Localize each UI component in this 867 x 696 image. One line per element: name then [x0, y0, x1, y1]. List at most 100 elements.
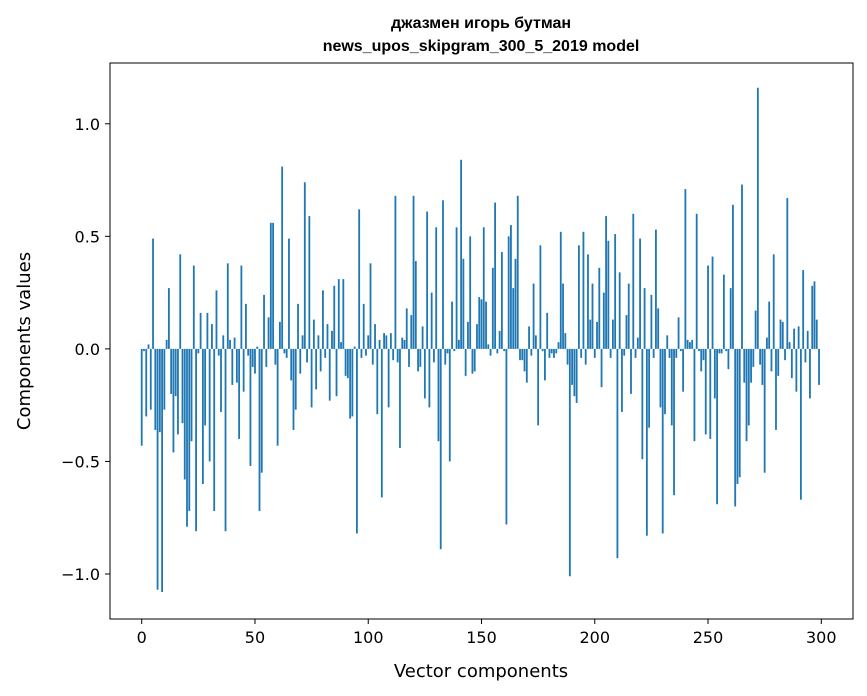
bar-17 [179, 254, 182, 349]
bar-11 [165, 339, 168, 349]
bar-23 [192, 265, 195, 349]
bar-109 [387, 348, 390, 408]
bar-123 [419, 348, 422, 367]
bar-206 [607, 240, 610, 349]
bar-97 [360, 348, 363, 358]
bar-56 [267, 317, 270, 349]
y-tick-label-4: 1.0 [75, 115, 100, 134]
y-tick-label-0: −1.0 [61, 565, 100, 584]
bar-116 [403, 339, 406, 349]
bar-50 [254, 348, 256, 374]
bar-71 [301, 335, 304, 349]
bar-146 [471, 348, 474, 374]
bar-47 [247, 348, 250, 356]
bar-261 [732, 204, 734, 349]
bar-297 [813, 281, 816, 349]
bar-45 [242, 348, 245, 392]
bar-88 [340, 342, 342, 349]
bar-292 [802, 270, 805, 349]
bar-31 [211, 324, 213, 349]
bar-36 [222, 335, 225, 349]
bar-57 [269, 222, 272, 349]
bar-155 [491, 267, 494, 349]
bar-111 [392, 348, 395, 361]
bar-290 [797, 326, 800, 349]
bar-215 [627, 283, 630, 349]
bar-224 [648, 348, 651, 428]
bar-141 [460, 159, 463, 349]
bar-156 [494, 202, 496, 349]
bar-271 [754, 310, 757, 349]
bar-188 [566, 348, 569, 365]
bar-46 [245, 303, 247, 349]
bar-151 [482, 227, 485, 349]
y-axis-label: Components values [14, 252, 35, 430]
bar-200 [593, 348, 596, 358]
bar-233 [668, 348, 671, 358]
bar-106 [380, 348, 383, 498]
bar-191 [573, 348, 576, 397]
bar-125 [423, 348, 426, 399]
bar-242 [689, 342, 691, 349]
y-tick-label-1: −0.5 [61, 452, 100, 471]
bar-153 [487, 344, 490, 349]
y-axis-ticks: −1.0 −0.5 0.0 0.5 1.0 [61, 115, 110, 584]
bar-218 [634, 348, 637, 358]
bar-293 [804, 348, 807, 363]
bar-177 [541, 348, 544, 352]
bar-100 [367, 335, 370, 349]
bar-158 [498, 330, 501, 349]
bar-160 [503, 348, 506, 352]
bar-20 [186, 348, 188, 527]
bar-175 [537, 348, 540, 426]
bar-78 [317, 335, 320, 349]
bar-186 [562, 283, 564, 349]
bar-138 [453, 348, 456, 352]
bar-64 [285, 348, 288, 358]
bar-107 [383, 333, 385, 349]
bar-104 [376, 348, 379, 415]
bar-272 [756, 87, 759, 349]
bar-204 [602, 292, 605, 349]
bar-9 [161, 348, 163, 592]
bar-96 [358, 209, 361, 349]
bar-101 [369, 263, 372, 349]
bar-60 [276, 348, 279, 446]
bar-18 [181, 348, 184, 424]
bar-238 [679, 348, 682, 352]
bar-203 [600, 348, 603, 388]
bar-13 [170, 348, 173, 394]
bar-289 [795, 348, 798, 392]
bar-284 [784, 348, 786, 361]
bar-169 [523, 348, 526, 372]
bar-179 [546, 312, 549, 349]
bar-135 [446, 348, 449, 354]
bar-168 [521, 348, 524, 361]
bar-119 [410, 315, 413, 349]
y-tick-label-3: 0.5 [75, 227, 100, 246]
bar-22 [190, 348, 193, 442]
bar-227 [655, 229, 657, 349]
bar-298 [815, 319, 818, 349]
bar-299 [818, 348, 820, 385]
bar-266 [743, 348, 746, 383]
bar-131 [437, 348, 440, 442]
bar-76 [312, 319, 315, 349]
bar-48 [249, 348, 252, 466]
bar-93 [351, 348, 354, 417]
bar-35 [220, 348, 222, 412]
bar-273 [759, 348, 762, 365]
bar-152 [485, 301, 487, 349]
bar-134 [444, 348, 447, 365]
x-tick-label-1: 50 [245, 628, 265, 647]
bar-102 [371, 348, 374, 365]
bar-278 [770, 348, 773, 372]
bar-159 [500, 252, 503, 349]
x-tick-label-6: 300 [806, 628, 837, 647]
bar-124 [421, 326, 424, 349]
bar-142 [462, 258, 465, 349]
bar-269 [750, 348, 752, 383]
bar-143 [464, 348, 467, 376]
bar-184 [557, 342, 560, 349]
bar-66 [290, 348, 293, 381]
